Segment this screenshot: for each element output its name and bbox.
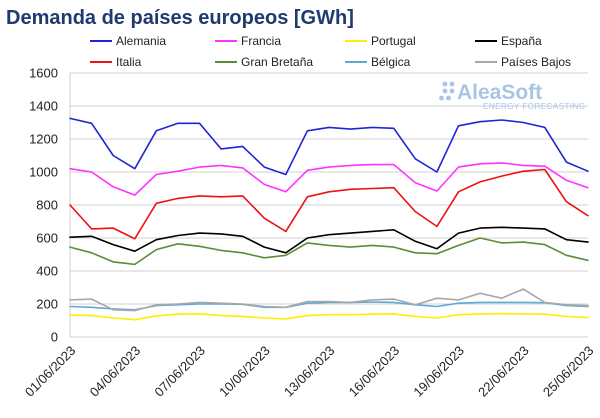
y-tick-label: 800 [36, 198, 58, 213]
brand-subtitle: ENERGY FORECASTING [483, 102, 586, 111]
chart-title: Demanda de países europeos [GWh] [6, 7, 354, 29]
brand-logo: AleaSoft ENERGY FORECASTING [439, 81, 586, 111]
series-line-españa [69, 226, 589, 254]
series-line-alemania [69, 117, 589, 176]
series-line-portugal [69, 312, 589, 321]
x-tick-label: 01/06/2023 [22, 343, 79, 400]
x-tick-label: 04/06/2023 [87, 343, 144, 400]
x-tick-label: 25/06/2023 [540, 343, 597, 400]
y-tick-label: 200 [36, 297, 58, 312]
x-tick-label: 22/06/2023 [475, 343, 532, 400]
x-tick-label: 16/06/2023 [346, 343, 403, 400]
y-tick-label: 600 [36, 231, 58, 246]
legend-label: Gran Bretaña [241, 55, 313, 69]
x-tick-label: 07/06/2023 [151, 343, 208, 400]
y-tick-label: 1400 [29, 99, 58, 114]
legend-label: Bélgica [371, 55, 411, 69]
legend-label: Países Bajos [501, 55, 571, 69]
plot-area [69, 117, 589, 321]
y-tick-label: 400 [36, 264, 58, 279]
legend: Alemania Francia Portugal España Italia Gran … [90, 34, 571, 69]
series-line-francia [69, 162, 589, 196]
x-tick-label: 10/06/2023 [216, 343, 273, 400]
series-line-italia [69, 168, 589, 240]
y-tick-label: 0 [51, 330, 58, 345]
grid-lines [69, 72, 588, 338]
legend-label: Portugal [371, 34, 416, 48]
x-tick-label: 13/06/2023 [281, 343, 338, 400]
brand-name: AleaSoft [457, 81, 542, 104]
legend-label: España [501, 34, 542, 48]
brand-icon [439, 81, 455, 101]
legend-label: Francia [241, 34, 281, 48]
series-line-gran-bretaña [69, 237, 589, 266]
y-tick-label: 1600 [29, 66, 58, 81]
series-line-bélgica [69, 301, 589, 311]
y-tick-label: 1200 [29, 132, 58, 147]
y-axis: 0 200 400 600 800 1000 1200 1400 1600 [29, 66, 58, 345]
legend-label: Alemania [116, 34, 166, 48]
series-line-países-bajos [69, 288, 589, 312]
x-tick-label: 19/06/2023 [410, 343, 467, 400]
x-axis: 01/06/2023 04/06/2023 07/06/2023 10/06/2023… [22, 343, 597, 400]
legend-label: Italia [116, 55, 142, 69]
y-tick-label: 1000 [29, 165, 58, 180]
